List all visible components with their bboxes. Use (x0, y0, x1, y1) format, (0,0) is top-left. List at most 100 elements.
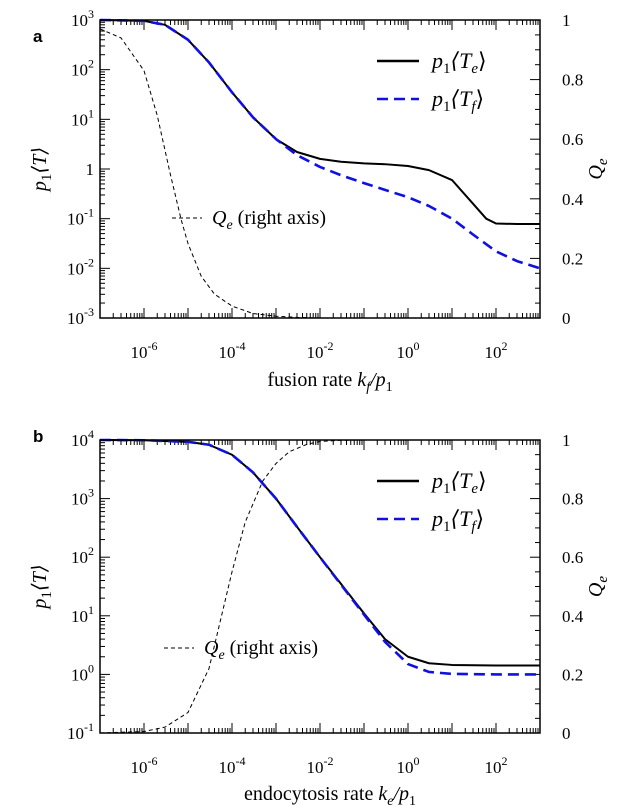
y-tick-label: 1 (86, 160, 95, 179)
series-group (99, 438, 540, 734)
axis-label-var: p (29, 599, 51, 611)
y2-tick-label: 0.4 (562, 607, 584, 626)
axis-label-rest: ⟨T⟩ (29, 564, 51, 591)
tick-base: 10 (67, 724, 84, 743)
tick-exponent: 3 (88, 7, 94, 21)
tick-base: 10 (219, 758, 236, 777)
y-tick-label: 104 (71, 427, 94, 450)
x-tick-label: 102 (485, 754, 508, 777)
y-tick-label: 101 (71, 603, 94, 626)
panel-letter: a (33, 27, 43, 46)
annotation-var: Q (212, 207, 227, 229)
qe-annotation: Qe (right axis) (204, 637, 318, 663)
tick-exponent: -4 (236, 339, 246, 353)
tick-exponent: -1 (84, 720, 94, 734)
y-tick-label: 103 (71, 486, 94, 509)
axis-label-sub: 1 (39, 174, 55, 182)
legend-rest: ⟨T (451, 86, 474, 111)
annotation-rest: (right axis) (225, 637, 318, 659)
axis-label-var: p (29, 181, 51, 193)
tick-base: 10 (67, 210, 84, 229)
axis-label-rest: ⟨T⟩ (29, 147, 51, 174)
y-tick-label: 100 (71, 661, 94, 684)
legend-close: ⟩ (476, 506, 485, 531)
legend-label: p1⟨Tf⟩ (430, 86, 484, 115)
plot-frame (99, 439, 541, 734)
axis-label-sub: 1 (39, 591, 55, 599)
tick-exponent: -6 (148, 339, 158, 353)
tick-exponent: -4 (236, 754, 246, 768)
axis-label-tail: /p (392, 783, 409, 805)
x-axis-label: endocytosis rate ke/p1 (244, 783, 416, 806)
series-line-Qe-panel-a (99, 28, 321, 319)
tick-base: 10 (131, 343, 148, 362)
axis-label-sub: e (595, 158, 611, 165)
legend-var: p (430, 86, 443, 111)
legend-var: p (430, 468, 443, 493)
x-tick-label: 100 (397, 339, 420, 362)
legend-var: p (430, 48, 443, 73)
x-tick-label: 10-2 (307, 339, 334, 362)
y-axis-label: p1⟨T⟩ (29, 564, 55, 610)
tick-base: 10 (307, 343, 324, 362)
tick-exponent: -2 (84, 255, 94, 269)
axis-label-sub: e (387, 794, 393, 806)
annotation-rest: (right axis) (233, 207, 326, 229)
legend-label: p1⟨Tf⟩ (430, 506, 484, 535)
axis-label-tail-sub: 1 (409, 794, 416, 806)
legend-sub2: f (471, 519, 477, 535)
legend-sub2: e (471, 481, 478, 497)
series-line-Tf-panel-b (99, 438, 540, 676)
x-tick-label: 10-4 (219, 339, 246, 362)
tick-base: 10 (307, 758, 324, 777)
tick-exponent: 2 (502, 754, 508, 768)
legend-sub2: e (471, 61, 478, 77)
legend-close: ⟩ (478, 468, 487, 493)
legend-sub: 1 (443, 61, 451, 77)
y2-tick-label: 0.2 (562, 249, 583, 268)
axis-label-var: Q (585, 582, 607, 597)
tick-exponent: 1 (88, 106, 94, 120)
legend-sub2: f (471, 99, 477, 115)
tick-exponent: 2 (88, 57, 94, 71)
tick-exponent: -1 (84, 206, 94, 220)
legend-sub: 1 (443, 519, 451, 535)
y2-tick-label: 0 (562, 309, 571, 328)
series-line-Te-panel-b (99, 439, 540, 667)
tick-exponent: 1 (88, 603, 94, 617)
y-tick-label: 102 (71, 544, 94, 567)
tick-exponent: -6 (148, 754, 158, 768)
tick-base: 10 (397, 343, 414, 362)
tick-base: 10 (71, 431, 88, 450)
y-tick-label: 10-2 (67, 255, 94, 278)
axis-label-var: k (378, 783, 388, 805)
tick-exponent: -3 (84, 305, 94, 319)
legend-sub: 1 (443, 99, 451, 115)
tick-base: 10 (71, 607, 88, 626)
y2-tick-label: 0.4 (562, 190, 584, 209)
y-tick-label: 103 (71, 7, 94, 30)
x-tick-label: 100 (397, 754, 420, 777)
y2-tick-label: 1 (562, 431, 571, 450)
annotation-sub: e (226, 218, 232, 233)
panel-a: a10-6 10-4 10-2 100 10210-310-210-1110110210… (29, 7, 611, 395)
x-axis-label: fusion rate kf/p1 (267, 369, 392, 395)
tick-base: 10 (219, 343, 236, 362)
qe-annotation: Qe (right axis) (212, 207, 326, 233)
tick-exponent: 0 (414, 339, 420, 353)
y2-tick-label: 0.2 (562, 665, 583, 684)
y2-tick-label: 0.6 (562, 548, 583, 567)
panel-b: b10-6 10-4 10-2 100 10210-110010110210310400… (29, 427, 611, 806)
y2-tick-label: 1 (562, 11, 571, 30)
axis-label-var: k (357, 369, 367, 391)
panel-letter: b (33, 427, 43, 446)
tick-exponent: 0 (414, 754, 420, 768)
annotation-sub: e (218, 648, 224, 663)
y2-tick-label: 0.8 (562, 71, 583, 90)
legend-label: p1⟨Te⟩ (430, 468, 487, 497)
y-tick-label: 10-1 (67, 206, 94, 229)
axis-label-text: fusion rate (267, 369, 357, 391)
ticks (99, 19, 540, 319)
legend-rest: ⟨T (451, 468, 474, 493)
